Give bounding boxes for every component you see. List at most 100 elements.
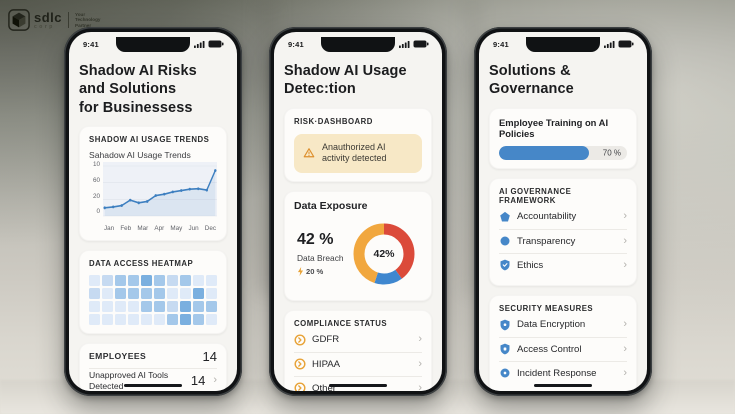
heatmap-cell bbox=[179, 287, 192, 300]
battery-icon bbox=[413, 40, 429, 48]
heatmap-cell bbox=[127, 274, 140, 287]
security-row-label: Access Control bbox=[517, 343, 582, 355]
x-axis-label: Apr bbox=[154, 224, 165, 232]
heatmap-cell bbox=[127, 300, 140, 313]
pentagon-icon bbox=[500, 211, 510, 222]
progress-value: 70 % bbox=[602, 148, 621, 158]
status-bar: 9:41 bbox=[274, 32, 442, 49]
signal-icon bbox=[604, 40, 615, 48]
heatmap-cell bbox=[101, 287, 114, 300]
y-axis-label: 10 bbox=[92, 160, 100, 168]
heatmap-cell bbox=[205, 300, 218, 313]
data-point bbox=[197, 187, 200, 190]
donut-center-label: 42% bbox=[373, 247, 395, 260]
data-point bbox=[146, 199, 149, 203]
heatmap-cell bbox=[89, 287, 101, 300]
heatmap-card: DATA ACCESS HEATMAP bbox=[79, 249, 227, 335]
progress-bar: 70 % bbox=[499, 145, 627, 160]
phone-3: 9:41 Solutions & Governance Employee Tra bbox=[474, 27, 652, 396]
line-chart: 10 60 20 0 Jan Feb Mar Apr bbox=[89, 160, 217, 232]
stat-row-employees: EMPLOYEES 14 bbox=[89, 344, 217, 368]
heatmap-cell bbox=[166, 274, 179, 287]
data-point bbox=[171, 190, 174, 194]
data-exposure-card: Data Exposure 42 % Data Breach 20 % bbox=[284, 190, 432, 301]
x-axis-label: Mar bbox=[137, 224, 149, 232]
compliance-row-other[interactable]: Other › bbox=[294, 375, 422, 391]
compliance-card: COMPLIANCE STATUS GDFR › bbox=[284, 309, 432, 391]
cube-icon bbox=[8, 9, 30, 31]
alert-banner: Anauthorized AI activity detected bbox=[294, 133, 422, 173]
stat-row-unapproved-tools[interactable]: Unapproved AI Tools Detected 14 › bbox=[89, 368, 217, 391]
heatmap-cell bbox=[205, 287, 218, 300]
data-point bbox=[112, 205, 115, 209]
security-row-data-encryption[interactable]: Data Encryption › bbox=[499, 313, 627, 337]
bolt-icon bbox=[297, 267, 304, 277]
chevron-right-icon: › bbox=[623, 258, 627, 271]
heatmap-cell bbox=[140, 274, 153, 287]
heatmap-cell bbox=[166, 300, 179, 313]
page-title: Shadow AI Risks and Solutions for Busine… bbox=[79, 63, 197, 116]
compliance-row-gdfr[interactable]: GDFR › bbox=[294, 328, 422, 352]
security-row-access-control[interactable]: Access Control › bbox=[499, 336, 627, 361]
alert-text: Anauthorized AI activity detected bbox=[322, 141, 387, 164]
status-bar: 9:41 bbox=[69, 32, 237, 49]
chevron-right-icon: › bbox=[623, 342, 627, 355]
heatmap-cell bbox=[179, 274, 192, 287]
heatmap-cell bbox=[89, 300, 101, 313]
card-header: SECURITY MEASURES bbox=[499, 303, 594, 313]
chevron-right-icon: › bbox=[623, 210, 627, 223]
line-chart-plot bbox=[103, 161, 217, 217]
home-indicator[interactable] bbox=[329, 383, 387, 387]
battery-icon bbox=[208, 40, 224, 48]
x-axis-label: Jun bbox=[188, 224, 199, 232]
signal-icon bbox=[194, 40, 205, 48]
heatmap-cell bbox=[205, 274, 218, 287]
shield-lock-icon bbox=[500, 343, 510, 355]
shield-icon bbox=[500, 319, 510, 330]
phone-2: 9:41 Shadow AI Usage Detec:tion RISK·DAS bbox=[269, 27, 447, 396]
heatmap-cell bbox=[114, 313, 127, 326]
heatmap-cell bbox=[166, 313, 179, 326]
heatmap-cell bbox=[166, 287, 179, 300]
governance-row-ethics[interactable]: Ethics › bbox=[499, 252, 627, 277]
phone-3-screen: 9:41 Solutions & Governance Employee Tra bbox=[479, 32, 647, 391]
compliance-status-icon bbox=[294, 358, 306, 370]
chevron-right-icon: › bbox=[623, 366, 627, 379]
home-indicator[interactable] bbox=[534, 383, 592, 387]
heatmap-cell bbox=[153, 300, 166, 313]
progress-fill bbox=[499, 145, 589, 160]
heatmap-cell bbox=[179, 300, 192, 313]
data-point bbox=[188, 187, 191, 191]
security-row-incident-response[interactable]: Incident Response › bbox=[499, 360, 627, 385]
governance-row-label: Accountability bbox=[517, 211, 577, 223]
stat-value: 14 bbox=[190, 373, 206, 389]
chevron-right-icon: › bbox=[418, 381, 422, 391]
training-label: Employee Training on AI Policies bbox=[499, 116, 609, 139]
data-point bbox=[120, 203, 123, 207]
heatmap-cell bbox=[192, 300, 205, 313]
heatmap-cell bbox=[153, 313, 166, 326]
stats-card: EMPLOYEES 14 Unapproved AI Tools Detecte… bbox=[79, 343, 227, 391]
data-point bbox=[103, 206, 106, 210]
chevron-right-icon: › bbox=[418, 333, 422, 346]
heatmap-cell bbox=[127, 287, 140, 300]
heatmap-cell bbox=[179, 313, 192, 326]
home-indicator[interactable] bbox=[124, 383, 182, 387]
governance-row-accountability[interactable]: Accountability › bbox=[499, 205, 627, 229]
notch bbox=[116, 37, 190, 52]
compliance-row-hipaa[interactable]: HIPAA › bbox=[294, 351, 422, 376]
data-point bbox=[154, 193, 157, 197]
brand-logo: sdlc corp Your Technology Partner bbox=[8, 9, 100, 31]
chart-title: Sahadow AI Usage Trends bbox=[89, 149, 191, 160]
card-header: COMPLIANCE STATUS bbox=[294, 318, 388, 328]
training-card: Employee Training on AI Policies 70 % bbox=[489, 107, 637, 169]
compliance-row-label: HIPAA bbox=[312, 358, 341, 370]
governance-card: AI GOVERNANCE FRAMEWORK Accountability ›… bbox=[489, 177, 637, 286]
data-point bbox=[214, 168, 217, 172]
y-axis-label: 0 bbox=[96, 208, 100, 216]
governance-row-transparency[interactable]: Transparency › bbox=[499, 228, 627, 253]
heatmap-cell bbox=[192, 287, 205, 300]
phone-1: 9:41 Shadow AI Risks and Solutions for B… bbox=[64, 27, 242, 396]
logo-divider bbox=[68, 12, 70, 28]
status-time: 9:41 bbox=[493, 39, 509, 49]
